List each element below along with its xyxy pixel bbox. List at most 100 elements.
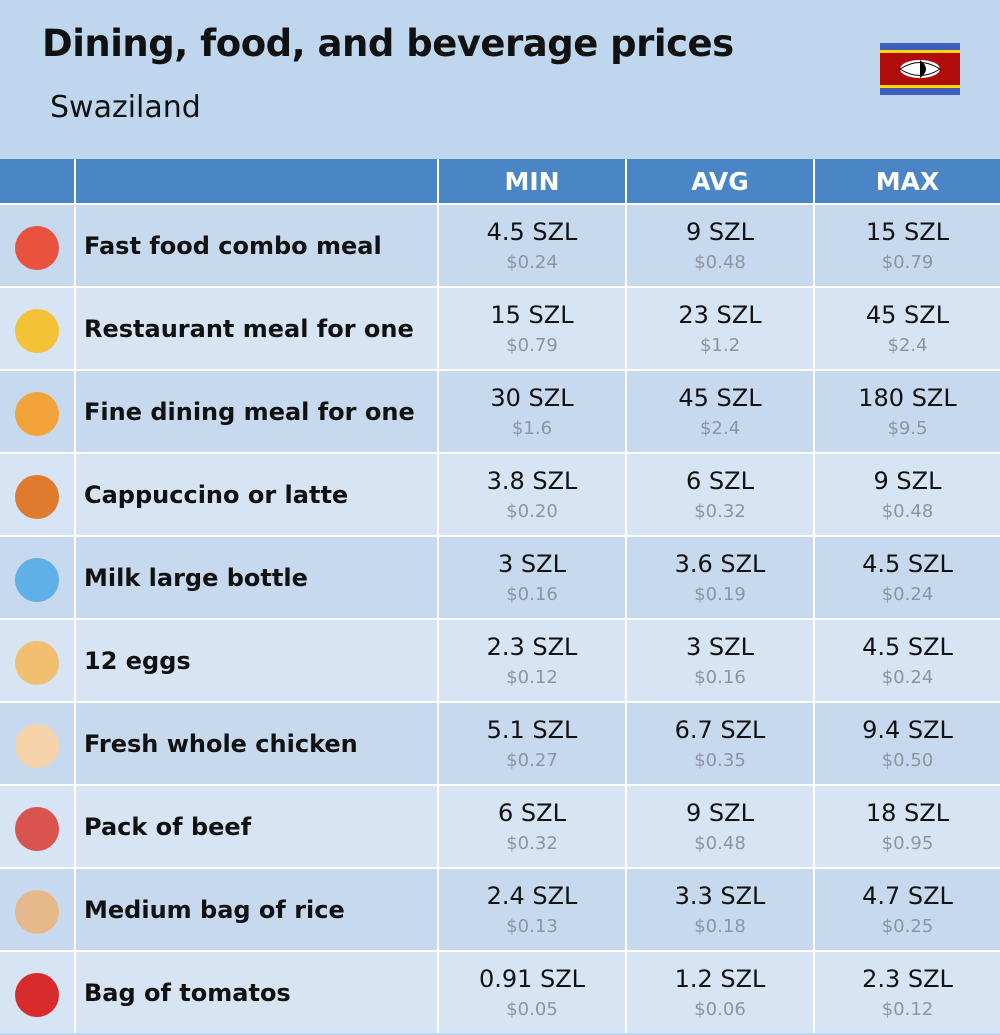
price-cell: 2.4 SZL $0.13 [439,869,625,950]
price-table: MIN AVG MAX Fast food combo meal 4.5 SZL $0.2… [0,159,1000,1033]
usd-price: $0.20 [506,501,558,522]
icon [15,308,59,353]
local-price: 45 SZL [678,384,762,412]
icon-cell [0,869,74,950]
price-cell: 4.7 SZL $0.25 [815,869,1000,950]
price-cell: 45 SZL $2.4 [627,371,813,452]
local-price: 3 SZL [498,550,566,578]
icon [15,225,59,270]
local-price: 4.5 SZL [486,218,578,246]
usd-price: $2.4 [887,335,928,356]
usd-price: $0.79 [881,252,934,273]
local-price: 18 SZL [865,799,950,827]
usd-price: $1.2 [699,335,741,356]
local-price: 0.91 SZL [478,965,586,993]
header-cell [0,159,74,203]
column-header: AVG [627,159,813,203]
usd-price: $0.18 [694,916,746,937]
price-cell: 180 SZL $9.5 [815,371,1000,452]
item-name: Cappuccino or latte [76,454,437,535]
local-price: 9.4 SZL [862,716,953,744]
usd-price: $0.48 [694,252,746,273]
icon-cell [0,786,74,867]
icon-shape [15,225,59,270]
icon-cell [0,205,74,286]
local-price: 1.2 SZL [674,965,766,993]
icon-cell [0,952,74,1033]
price-cell: 0.91 SZL $0.05 [439,952,625,1033]
price-cell: 9 SZL $0.48 [627,205,813,286]
usd-price: $0.27 [506,750,558,771]
local-price: 4.5 SZL [862,633,953,661]
title: Dining, food, and beverage prices [42,22,734,65]
usd-price: $0.48 [881,501,934,522]
price-cell: 9.4 SZL $0.50 [815,703,1000,784]
local-price: 9 SZL [686,799,754,827]
item-name: Fresh whole chicken [76,703,437,784]
item-name: Fast food combo meal [76,205,437,286]
item-name: 12 eggs [76,620,437,701]
local-price: 2.3 SZL [486,633,578,661]
usd-price: $0.12 [881,999,934,1020]
local-price: 5.1 SZL [486,716,578,744]
usd-price: $0.05 [506,999,558,1020]
local-price: 4.5 SZL [862,550,953,578]
usd-price: $0.12 [506,667,558,688]
local-price: 30 SZL [490,384,574,412]
usd-price: $0.19 [694,584,746,605]
column-header: MAX [815,159,1000,203]
local-price: 6.7 SZL [674,716,766,744]
usd-price: $0.32 [506,833,558,854]
local-price: 3.3 SZL [674,882,766,910]
icon [15,474,59,519]
icon-shape [15,391,59,436]
price-cell: 3.6 SZL $0.19 [627,537,813,618]
local-price: 3 SZL [686,633,754,661]
price-cell: 2.3 SZL $0.12 [815,952,1000,1033]
usd-price: $0.32 [694,501,746,522]
item-name: Milk large bottle [76,537,437,618]
price-cell: 23 SZL $1.2 [627,288,813,369]
header-cell [76,159,437,203]
local-price: 4.7 SZL [862,882,953,910]
local-price: 9 SZL [873,467,942,495]
usd-price: $0.95 [881,833,934,854]
local-price: 2.4 SZL [486,882,578,910]
price-cell: 15 SZL $0.79 [439,288,625,369]
price-cell: 15 SZL $0.79 [815,205,1000,286]
local-price: 6 SZL [686,467,754,495]
price-cell: 9 SZL $0.48 [815,454,1000,535]
icon [15,391,59,436]
local-price: 180 SZL [858,384,957,412]
price-cell: 45 SZL $2.4 [815,288,1000,369]
usd-price: $0.13 [506,916,558,937]
price-cell: 4.5 SZL $0.24 [815,537,1000,618]
icon [15,557,59,602]
local-price: 2.3 SZL [862,965,953,993]
icon-cell [0,454,74,535]
icon [15,889,59,934]
price-cell: 3 SZL $0.16 [627,620,813,701]
price-cell: 6 SZL $0.32 [627,454,813,535]
price-cell: 6.7 SZL $0.35 [627,703,813,784]
local-price: 15 SZL [865,218,950,246]
usd-price: $2.4 [699,418,741,439]
price-cell: 18 SZL $0.95 [815,786,1000,867]
item-name: Medium bag of rice [76,869,437,950]
usd-price: $0.06 [694,999,746,1020]
usd-price: $0.16 [506,584,558,605]
price-cell: 30 SZL $1.6 [439,371,625,452]
flag [880,43,960,95]
icon-cell [0,703,74,784]
item-name: Fine dining meal for one [76,371,437,452]
icon [15,806,59,851]
icon-shape [15,889,59,934]
usd-price: $0.25 [881,916,934,937]
icon-shape [15,640,59,685]
icon-cell [0,620,74,701]
usd-price: $0.24 [881,584,934,605]
icon [15,972,59,1017]
local-price: 9 SZL [686,218,754,246]
item-name: Pack of beef [76,786,437,867]
